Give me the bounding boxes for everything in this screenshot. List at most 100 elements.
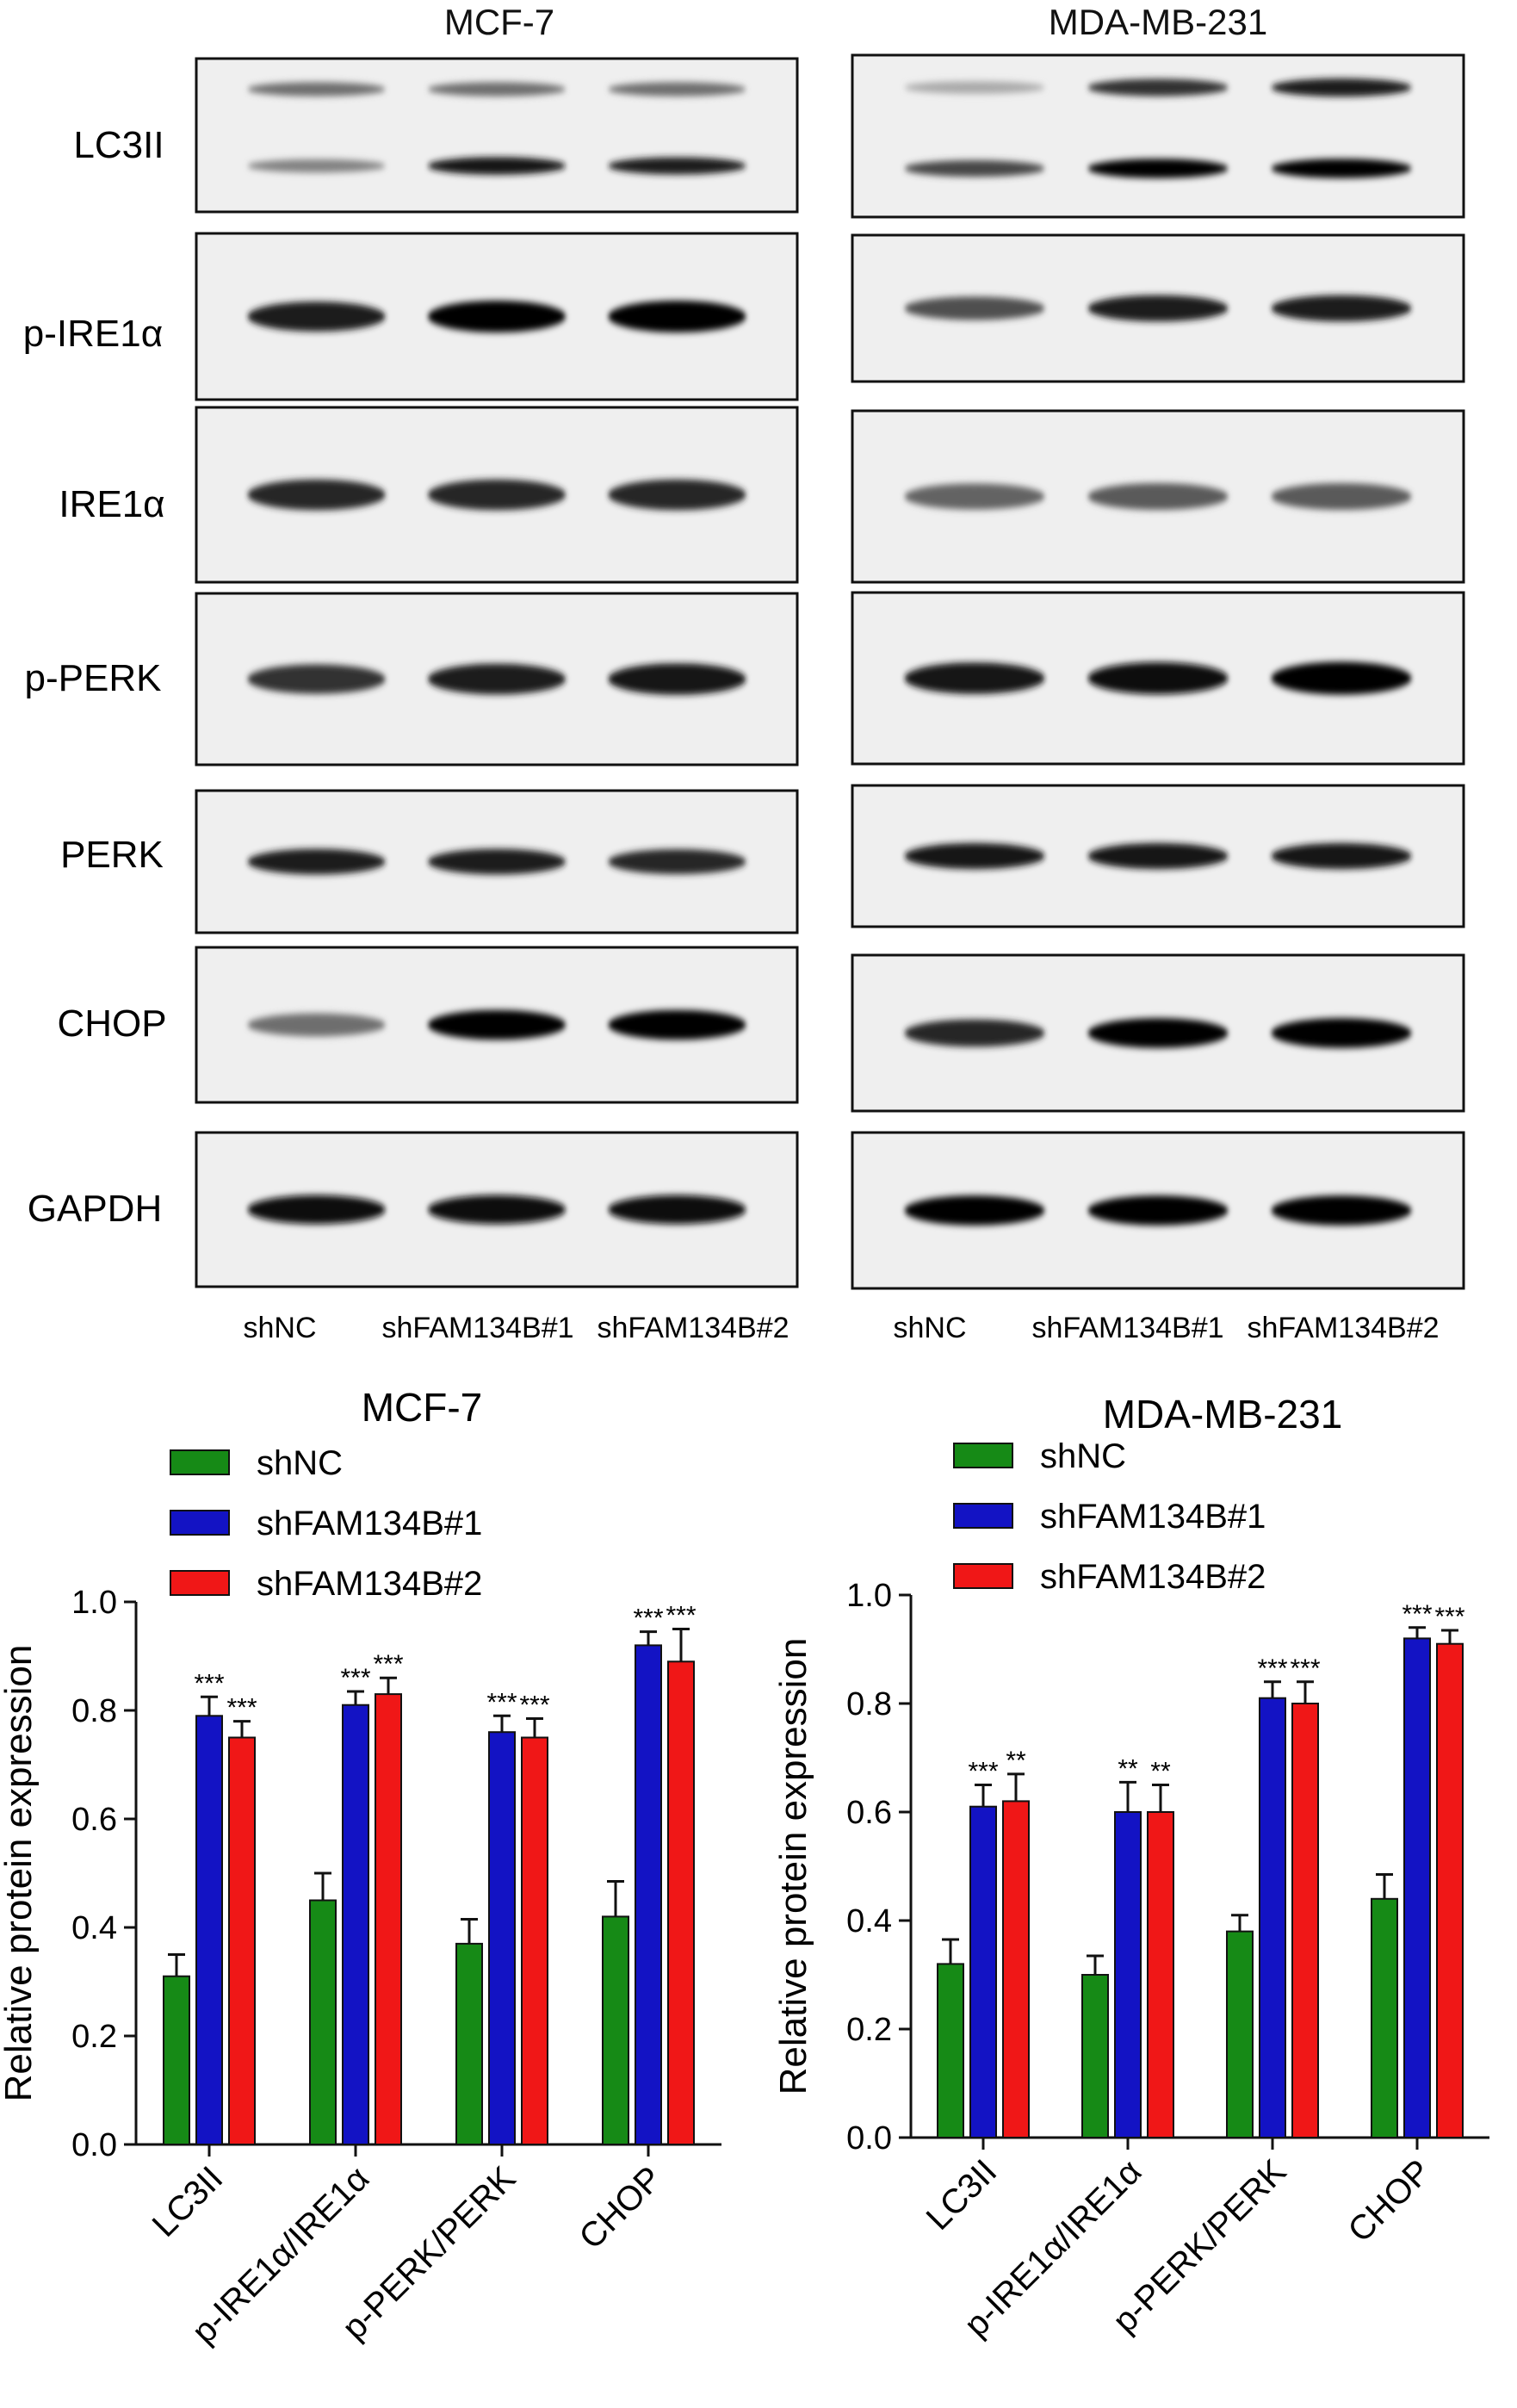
bar: [937, 1963, 964, 2138]
significance-label: **: [1006, 1747, 1026, 1775]
legend-label: shFAM134B#1: [257, 1505, 482, 1542]
y-tick-label: 0.4: [71, 1910, 117, 1946]
bar: [163, 1975, 190, 2145]
bar: [1226, 1930, 1254, 2139]
blot-row-1: [195, 57, 799, 214]
blot-band: [1087, 1195, 1229, 1226]
blot-row-4: [851, 591, 1465, 766]
lane-labels-mdamb231: shNC shFAM134B#1 shFAM134B#2: [893, 1312, 1439, 1344]
lane-label-shfam134b2-mda: shFAM134B#2: [1247, 1312, 1439, 1344]
y-tick-label: 0.8: [71, 1693, 117, 1729]
significance-label: ***: [968, 1758, 998, 1786]
blot-band: [247, 301, 386, 332]
blot-band: [247, 479, 386, 511]
blot-band: [608, 1009, 746, 1040]
blot-band: [1087, 295, 1229, 322]
significance-label: **: [1150, 1758, 1171, 1786]
blot-mcf7: [195, 57, 799, 1288]
blot-band: [904, 662, 1045, 694]
bar: [309, 1899, 337, 2145]
legend-swatch: [953, 1563, 1013, 1589]
blot-row-3: [195, 406, 799, 584]
blot-row-7: [851, 1131, 1465, 1290]
y-tick-label: 0.4: [846, 1903, 892, 1939]
x-tick-label: LC3II: [919, 2152, 1005, 2237]
legend-label: shFAM134B#2: [257, 1565, 482, 1603]
blot-band: [608, 1195, 746, 1225]
protein-label-p-ire1a: p-IRE1α: [23, 313, 163, 355]
blot-band: [904, 483, 1045, 510]
blot-band: [1271, 295, 1412, 322]
significance-label: ***: [373, 1650, 403, 1679]
bar: [342, 1704, 369, 2145]
y-tick-label: 0.0: [71, 2127, 117, 2163]
y-tick-label: 0.2: [71, 2019, 117, 2055]
blot-band: [1271, 1018, 1412, 1048]
bar: [455, 1942, 483, 2145]
y-tick-label: 0.6: [71, 1802, 117, 1838]
blot-row-6: [851, 953, 1465, 1113]
blot-band: [1087, 1018, 1229, 1048]
blot-row-5: [851, 784, 1465, 928]
y-tick-label: 1.0: [71, 1585, 117, 1621]
blot-band: [427, 1195, 567, 1225]
bar: [228, 1736, 256, 2145]
blot-title-mdamb231: MDA-MB-231: [1049, 2, 1267, 42]
legend-swatch: [170, 1510, 230, 1536]
blot-band: [427, 663, 567, 695]
blot-title-mcf7: MCF-7: [444, 2, 554, 42]
significance-label: ***: [1402, 1600, 1432, 1629]
blot-band: [608, 82, 746, 96]
protein-label-gapdh: GAPDH: [28, 1188, 162, 1230]
legend-label: shFAM134B#2: [1040, 1558, 1266, 1596]
blot-band: [1087, 842, 1229, 870]
significance-label: ***: [226, 1694, 257, 1722]
blot-mdamb231: [851, 53, 1465, 1290]
chart-title: MDA-MB-231: [1103, 1392, 1343, 1437]
protein-label-column: LC3II p-IRE1α IRE1α p-PERK PERK CHOP GAP…: [23, 124, 167, 1230]
y-tick-label: 0.8: [846, 1686, 892, 1722]
legend-label: shFAM134B#1: [1040, 1498, 1266, 1536]
blot-row-2: [195, 232, 799, 401]
bar: [1436, 1642, 1464, 2138]
significance-label: ***: [1257, 1654, 1287, 1683]
blot-band: [427, 1009, 567, 1040]
western-blot-panels: MCF-7 MDA-MB-231 LC3II p-IRE1α IRE1α p-P…: [23, 2, 1465, 1344]
legend-label: shNC: [257, 1444, 343, 1482]
blot-band: [1087, 78, 1229, 96]
blot-band: [1271, 661, 1412, 695]
y-axis-label: Relative protein expression: [0, 1645, 40, 2102]
blot-band: [427, 300, 567, 333]
bar: [1114, 1811, 1142, 2138]
significance-label: ***: [194, 1669, 224, 1697]
bar: [375, 1693, 402, 2145]
significance-label: ***: [633, 1604, 663, 1633]
bar: [195, 1715, 223, 2146]
x-tick-label: CHOP: [573, 2159, 670, 2256]
legend-swatch: [170, 1570, 230, 1596]
protein-label-chop: CHOP: [57, 1002, 166, 1045]
y-tick-label: 0.2: [846, 2012, 892, 2048]
blot-band: [1271, 1195, 1412, 1226]
blot-band: [1271, 842, 1412, 870]
blot-band: [608, 848, 746, 875]
bar: [1081, 1974, 1109, 2138]
blot-band: [247, 664, 386, 694]
lane-labels-mcf7: shNC shFAM134B#1 shFAM134B#2: [243, 1312, 789, 1344]
bar-chart-mcf7: MCF-7 shNC shFAM134B#1 shFAM134B#2 0.0 0.2 0.4…: [0, 1385, 721, 2351]
blot-band: [1271, 482, 1412, 511]
y-tick-label: 0.0: [846, 2120, 892, 2157]
blot-band: [427, 82, 567, 96]
bar: [1259, 1697, 1286, 2138]
blot-band: [608, 157, 746, 175]
blot-band: [904, 842, 1045, 870]
bar: [1002, 1800, 1030, 2138]
blot-row-1: [851, 53, 1465, 219]
blot-band: [1087, 482, 1229, 511]
protein-label-lc3ii: LC3II: [73, 124, 164, 166]
blot-row-4: [195, 592, 799, 766]
blot-row-3: [851, 409, 1465, 584]
legend-label: shNC: [1040, 1437, 1126, 1475]
blot-band: [1087, 661, 1229, 695]
